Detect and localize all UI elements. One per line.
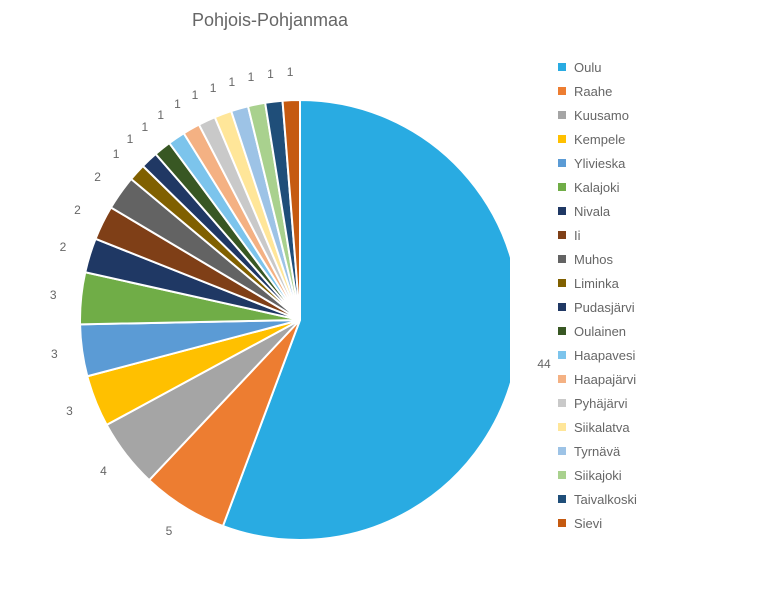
legend-item: Raahe <box>558 84 748 98</box>
legend-label: Oulainen <box>574 324 626 339</box>
legend-item: Ylivieska <box>558 156 748 170</box>
legend-swatch <box>558 279 566 287</box>
legend-label: Ylivieska <box>574 156 625 171</box>
legend-swatch <box>558 519 566 527</box>
legend-item: Kuusamo <box>558 108 748 122</box>
pie-data-label: 3 <box>51 347 58 361</box>
legend-label: Nivala <box>574 204 610 219</box>
legend-swatch <box>558 159 566 167</box>
legend-label: Kalajoki <box>574 180 620 195</box>
pie-data-label: 2 <box>94 170 101 184</box>
legend-swatch <box>558 135 566 143</box>
pie-data-label: 1 <box>287 65 294 79</box>
pie-data-label: 1 <box>267 67 274 81</box>
legend-swatch <box>558 375 566 383</box>
pie-data-label: 1 <box>157 108 164 122</box>
legend-swatch <box>558 231 566 239</box>
legend-swatch <box>558 207 566 215</box>
pie-chart-area: 445433322211111111111 <box>30 50 510 590</box>
legend-swatch <box>558 303 566 311</box>
legend-label: Haapajärvi <box>574 372 636 387</box>
legend-item: Sievi <box>558 516 748 530</box>
pie-data-label: 1 <box>229 75 236 89</box>
pie-data-label: 2 <box>74 203 81 217</box>
legend-swatch <box>558 351 566 359</box>
legend-item: Haapavesi <box>558 348 748 362</box>
legend-label: Ii <box>574 228 581 243</box>
legend-label: Oulu <box>574 60 601 75</box>
legend-swatch <box>558 495 566 503</box>
legend-swatch <box>558 471 566 479</box>
legend-item: Kalajoki <box>558 180 748 194</box>
legend-swatch <box>558 63 566 71</box>
pie-data-label: 1 <box>248 70 255 84</box>
legend-item: Siikalatva <box>558 420 748 434</box>
legend-item: Tyrnävä <box>558 444 748 458</box>
legend-label: Taivalkoski <box>574 492 637 507</box>
legend-label: Kuusamo <box>574 108 629 123</box>
pie-data-label: 1 <box>192 88 199 102</box>
legend-item: Oulu <box>558 60 748 74</box>
legend-label: Pudasjärvi <box>574 300 635 315</box>
legend-item: Siikajoki <box>558 468 748 482</box>
pie-data-label: 5 <box>166 524 173 538</box>
legend-swatch <box>558 423 566 431</box>
legend-item: Pyhäjärvi <box>558 396 748 410</box>
legend-swatch <box>558 183 566 191</box>
legend-label: Siikajoki <box>574 468 622 483</box>
chart-title: Pohjois-Pohjanmaa <box>0 10 540 31</box>
legend-swatch <box>558 399 566 407</box>
legend-item: Oulainen <box>558 324 748 338</box>
pie-chart <box>30 50 510 590</box>
legend-label: Tyrnävä <box>574 444 620 459</box>
legend-swatch <box>558 87 566 95</box>
pie-data-label: 1 <box>127 132 134 146</box>
chart-root: Pohjois-Pohjanmaa 445433322211111111111 … <box>0 0 768 608</box>
legend-item: Muhos <box>558 252 748 266</box>
pie-data-label: 1 <box>141 120 148 134</box>
legend-item: Nivala <box>558 204 748 218</box>
pie-data-label: 3 <box>50 288 57 302</box>
legend-label: Haapavesi <box>574 348 635 363</box>
legend-swatch <box>558 111 566 119</box>
pie-data-label: 1 <box>174 97 181 111</box>
pie-data-label: 44 <box>537 357 550 371</box>
legend-label: Muhos <box>574 252 613 267</box>
legend-label: Liminka <box>574 276 619 291</box>
pie-data-label: 3 <box>66 404 73 418</box>
legend-item: Haapajärvi <box>558 372 748 386</box>
legend: Oulu Raahe Kuusamo Kempele Ylivieska Kalajoki… <box>558 60 748 540</box>
legend-label: Sievi <box>574 516 602 531</box>
legend-swatch <box>558 447 566 455</box>
legend-swatch <box>558 327 566 335</box>
legend-item: Kempele <box>558 132 748 146</box>
legend-label: Raahe <box>574 84 612 99</box>
legend-item: Taivalkoski <box>558 492 748 506</box>
legend-label: Kempele <box>574 132 625 147</box>
pie-data-label: 1 <box>210 81 217 95</box>
legend-swatch <box>558 255 566 263</box>
pie-data-label: 1 <box>113 147 120 161</box>
pie-data-label: 2 <box>60 240 67 254</box>
legend-item: Ii <box>558 228 748 242</box>
legend-label: Siikalatva <box>574 420 630 435</box>
legend-label: Pyhäjärvi <box>574 396 627 411</box>
legend-item: Pudasjärvi <box>558 300 748 314</box>
legend-item: Liminka <box>558 276 748 290</box>
pie-data-label: 4 <box>100 464 107 478</box>
